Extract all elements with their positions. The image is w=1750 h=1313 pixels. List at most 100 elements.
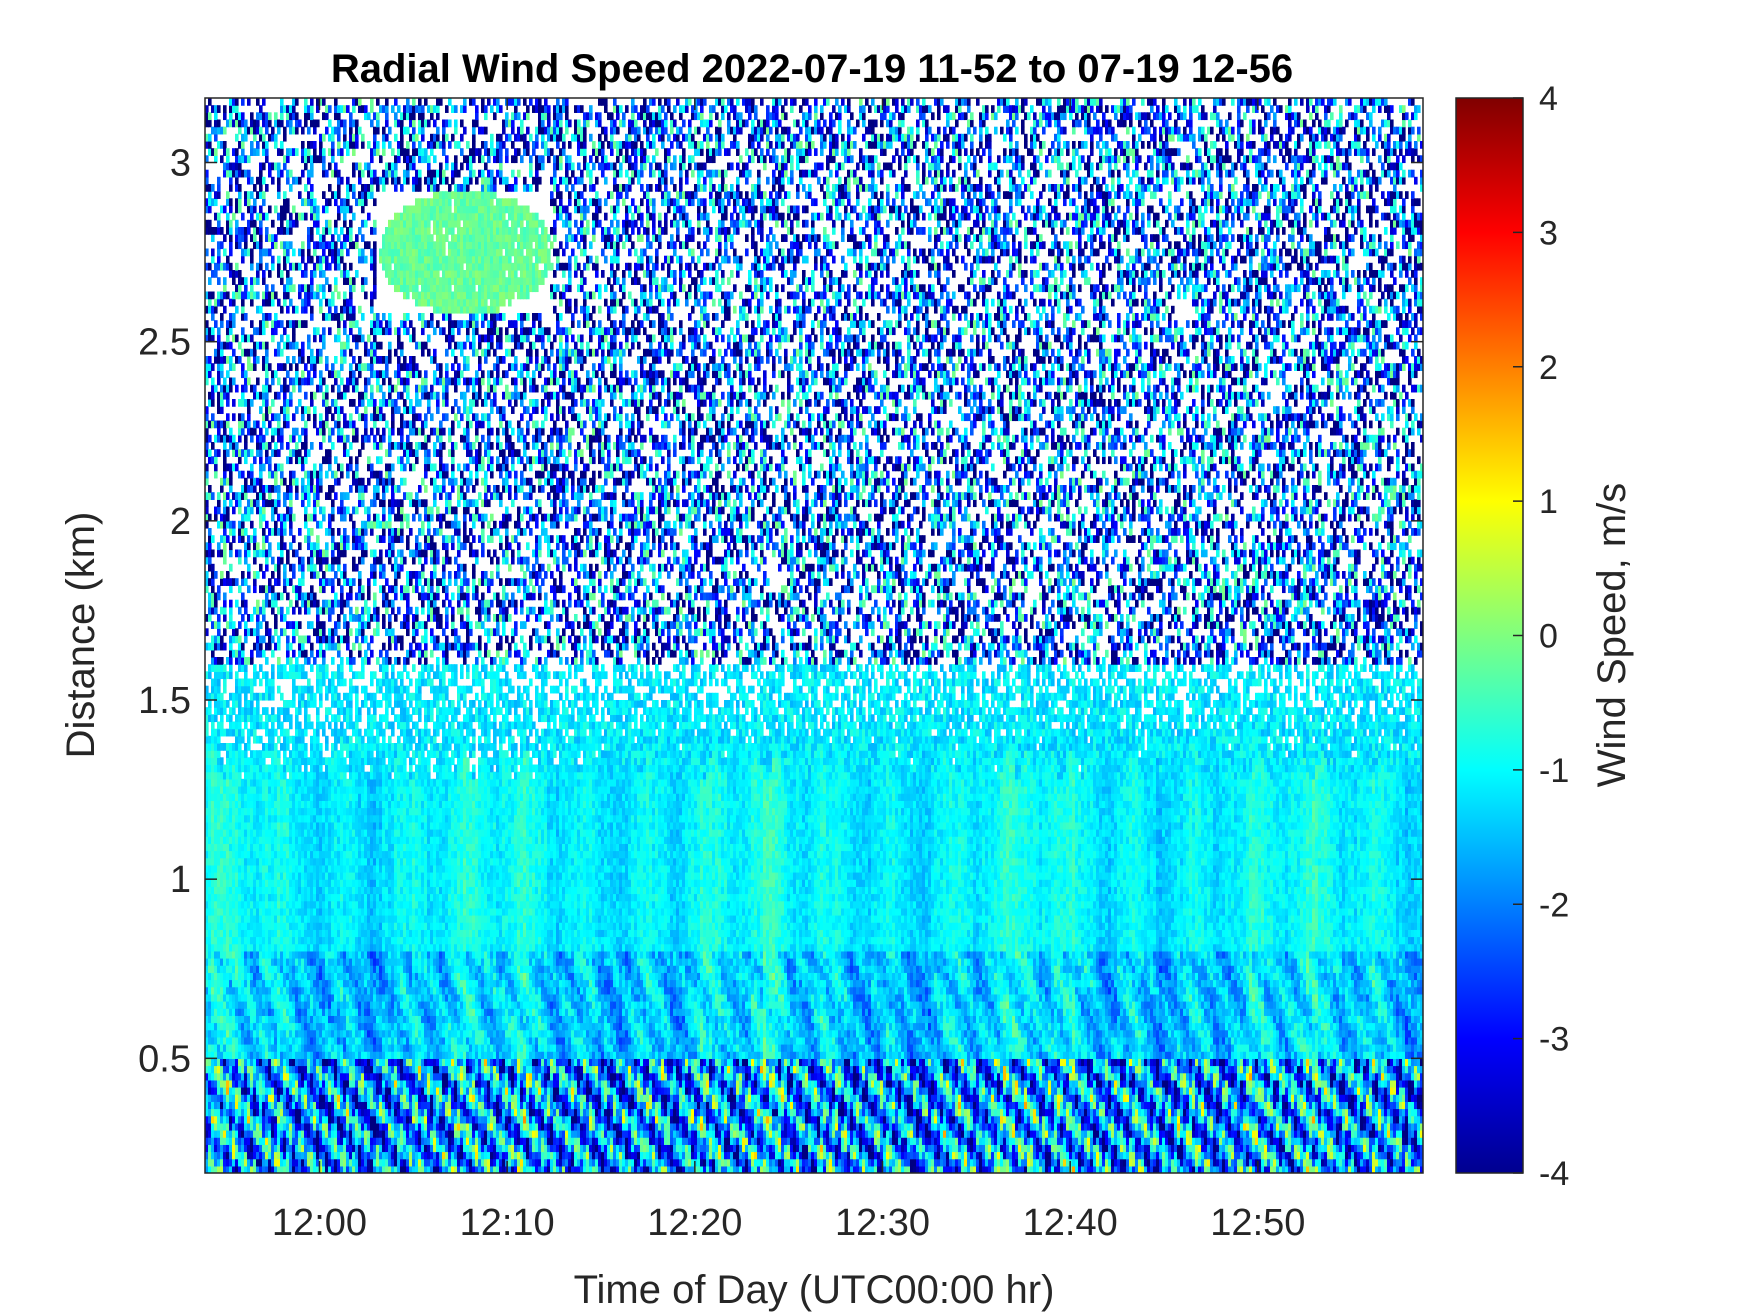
heatmap-cell bbox=[295, 492, 299, 500]
heatmap-cell bbox=[205, 334, 209, 343]
heatmap-cell bbox=[292, 105, 296, 113]
heatmap-cell bbox=[220, 356, 224, 364]
heatmap-cell bbox=[205, 219, 209, 228]
heatmap-cell bbox=[265, 148, 269, 156]
heatmap-cell bbox=[214, 463, 218, 472]
heatmap-cell bbox=[259, 642, 263, 651]
heatmap-cell bbox=[289, 212, 293, 221]
heatmap-cell bbox=[205, 1058, 209, 1067]
heatmap-cell bbox=[322, 284, 326, 293]
heatmap-cell bbox=[334, 743, 338, 751]
heatmap-cell bbox=[226, 449, 230, 457]
heatmap-cell bbox=[226, 370, 230, 379]
heatmap-cell bbox=[319, 642, 323, 651]
heatmap-cell bbox=[226, 578, 230, 586]
heatmap-cell bbox=[271, 635, 275, 644]
heatmap-cell bbox=[274, 621, 278, 629]
heatmap-cell bbox=[277, 499, 281, 508]
heatmap-cell bbox=[304, 98, 308, 106]
heatmap-cell bbox=[247, 198, 251, 207]
heatmap-cell bbox=[214, 434, 218, 443]
heatmap-cell bbox=[289, 277, 293, 285]
heatmap-cell bbox=[217, 119, 221, 128]
heatmap-cell bbox=[235, 133, 239, 142]
heatmap-cell bbox=[220, 370, 224, 379]
heatmap-cell bbox=[205, 958, 209, 966]
heatmap-cell bbox=[265, 141, 269, 149]
heatmap-cell bbox=[307, 535, 311, 543]
heatmap-cell bbox=[223, 829, 227, 837]
heatmap-cell bbox=[217, 664, 221, 672]
heatmap-cell bbox=[283, 499, 287, 508]
heatmap-cell bbox=[220, 886, 224, 895]
heatmap-cell bbox=[340, 657, 344, 665]
heatmap-cell bbox=[229, 606, 233, 615]
heatmap-cell bbox=[250, 284, 254, 293]
heatmap-cell bbox=[244, 234, 248, 242]
heatmap-cell bbox=[220, 843, 224, 852]
heatmap-cell bbox=[211, 735, 215, 744]
heatmap-cell bbox=[226, 169, 230, 178]
heatmap-cell bbox=[223, 685, 227, 694]
heatmap-cell bbox=[340, 406, 344, 414]
heatmap-cell bbox=[214, 119, 218, 128]
heatmap-cell bbox=[205, 1065, 209, 1074]
heatmap-cell bbox=[274, 614, 278, 622]
heatmap-cell bbox=[223, 356, 227, 364]
heatmap-cell bbox=[211, 757, 215, 766]
heatmap-cell bbox=[280, 692, 284, 701]
heatmap-cell bbox=[214, 757, 218, 766]
heatmap-cell bbox=[331, 141, 335, 149]
heatmap-cell bbox=[223, 377, 227, 386]
heatmap-cell bbox=[253, 234, 257, 242]
heatmap-cell bbox=[217, 735, 221, 744]
heatmap-cell bbox=[205, 1137, 209, 1145]
heatmap-cell bbox=[337, 384, 341, 393]
heatmap-cell bbox=[205, 155, 209, 164]
heatmap-cell bbox=[310, 649, 314, 658]
heatmap-cell bbox=[211, 714, 215, 723]
heatmap-cell bbox=[331, 298, 335, 307]
heatmap-cell bbox=[211, 198, 215, 207]
heatmap-cell bbox=[208, 778, 212, 787]
heatmap-cell bbox=[226, 1094, 230, 1102]
heatmap-cell bbox=[223, 463, 227, 472]
heatmap-cell bbox=[277, 341, 281, 350]
heatmap-cell bbox=[286, 728, 290, 737]
heatmap-cell bbox=[208, 205, 212, 214]
heatmap-cell bbox=[256, 141, 260, 149]
heatmap-cell bbox=[304, 212, 308, 221]
heatmap-cell bbox=[217, 950, 221, 959]
heatmap-cell bbox=[241, 470, 245, 479]
heatmap-cell bbox=[205, 872, 209, 880]
heatmap-cell bbox=[286, 420, 290, 429]
heatmap-cell bbox=[211, 922, 215, 930]
heatmap-cell bbox=[205, 879, 209, 887]
heatmap-cell bbox=[208, 262, 212, 271]
heatmap-cell bbox=[214, 821, 218, 830]
heatmap-cell bbox=[283, 664, 287, 672]
heatmap-cell bbox=[223, 1108, 227, 1117]
heatmap-cell bbox=[205, 305, 209, 314]
heatmap-cell bbox=[220, 757, 224, 766]
heatmap-cell bbox=[223, 743, 227, 751]
heatmap-cell bbox=[205, 1036, 209, 1045]
heatmap-cell bbox=[307, 148, 311, 156]
heatmap-cell bbox=[337, 649, 341, 658]
heatmap-cell bbox=[217, 1015, 221, 1024]
heatmap-cell bbox=[343, 442, 347, 450]
heatmap-cell bbox=[238, 126, 242, 135]
heatmap-cell bbox=[301, 664, 305, 672]
heatmap-cell bbox=[316, 735, 320, 744]
heatmap-cell bbox=[220, 1072, 224, 1081]
heatmap-cell bbox=[208, 793, 212, 801]
heatmap-cell bbox=[271, 434, 275, 443]
heatmap-cell bbox=[253, 528, 257, 536]
heatmap-cell bbox=[211, 1015, 215, 1024]
heatmap-cell bbox=[250, 399, 254, 407]
heatmap-cell bbox=[334, 162, 338, 171]
heatmap-cell bbox=[247, 513, 251, 522]
heatmap-cell bbox=[313, 657, 317, 665]
heatmap-cell bbox=[325, 413, 329, 422]
heatmap-cell bbox=[217, 850, 221, 859]
